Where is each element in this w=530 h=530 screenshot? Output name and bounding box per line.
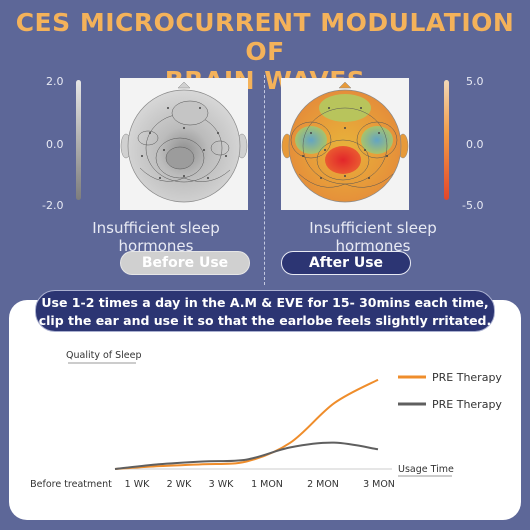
- color-colorbar: [444, 80, 449, 200]
- instructions-line-1: Use 1-2 times a day in the A.M & EVE for…: [41, 295, 489, 310]
- before-use-button[interactable]: Before Use: [120, 251, 250, 275]
- legend-label: PRE Therapy: [432, 398, 502, 411]
- chart-card: [9, 300, 521, 520]
- panel-divider: [264, 75, 265, 285]
- series-line-2: [114, 441, 379, 470]
- x-tick-label: 2 MON: [307, 479, 339, 490]
- x-axis-label: Usage Time: [398, 464, 454, 475]
- x-tick-label: 3 MON: [363, 479, 395, 490]
- title-line-1: CES MICROCURRENT MODULATION OF: [15, 8, 515, 66]
- before-head-topomap: [120, 81, 248, 203]
- left-scale-top: 2.0: [46, 75, 64, 88]
- grayscale-colorbar: [76, 80, 81, 200]
- legend-label: PRE Therapy: [432, 371, 502, 384]
- series-line-1: [114, 378, 379, 470]
- left-scale-mid: 0.0: [46, 138, 64, 151]
- before-brain-map: [120, 78, 248, 210]
- instructions-banner: Use 1-2 times a day in the A.M & EVE for…: [35, 290, 495, 332]
- instructions-line-2: clip the ear and use it so that the earl…: [38, 313, 492, 328]
- after-brain-map: [281, 78, 409, 210]
- x-tick-label: 1 WK: [125, 479, 150, 490]
- right-scale-mid: 0.0: [466, 138, 484, 151]
- x-tick-label: 3 WK: [209, 479, 234, 490]
- series-lines: [114, 378, 379, 470]
- x-tick-label: 1 MON: [251, 479, 283, 490]
- after-use-button[interactable]: After Use: [281, 251, 411, 275]
- x-tick-labels: Before treatment 1 WK 2 WK 3 WK 1 MON 2 MON 3 …: [30, 479, 395, 490]
- after-caption: Insufficient sleep hormones: [309, 219, 437, 255]
- left-scale-bottom: -2.0: [42, 199, 64, 212]
- x-tick-label: 2 WK: [167, 479, 192, 490]
- right-scale-top: 5.0: [466, 75, 484, 88]
- before-caption: Insufficient sleep hormones: [92, 219, 220, 255]
- right-scale-bottom: -5.0: [462, 199, 484, 212]
- after-head-topomap: [281, 81, 409, 203]
- x-tick-label: Before treatment: [30, 479, 112, 490]
- y-axis-label: Quality of Sleep: [66, 350, 142, 361]
- chart-legend: PRE Therapy PRE Therapy: [398, 371, 502, 411]
